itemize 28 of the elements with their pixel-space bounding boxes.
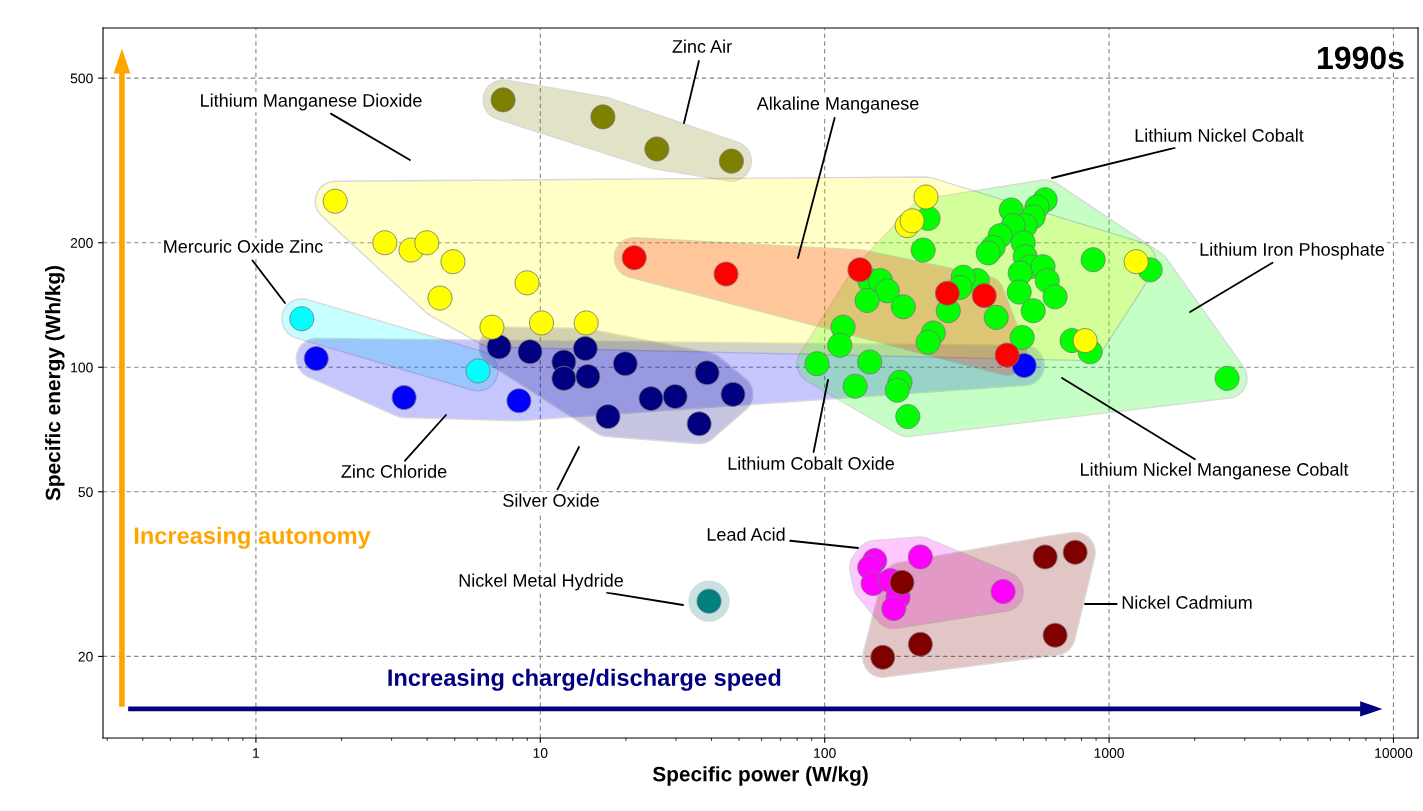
y-tick-label: 20: [78, 651, 93, 662]
x-tick-label: 100: [814, 748, 836, 758]
x-tick-label: 1: [253, 748, 260, 758]
annotation: Increasing autonomy: [134, 526, 371, 549]
annotation: Alkaline Manganese: [756, 96, 919, 114]
annotation: Increasing charge/discharge speed: [388, 668, 781, 691]
y-tick-label: 200: [70, 238, 93, 248]
y-tick-label: 50: [78, 487, 93, 497]
annotation: Zinc Chloride: [341, 464, 447, 478]
annotation: Lithium Iron Phosphate: [1200, 242, 1385, 260]
annotation: Nickel Metal Hydride: [459, 573, 623, 591]
annotation: Lithium Nickel Cobalt: [1135, 128, 1304, 142]
annotation: Silver Oxide: [503, 493, 599, 507]
annotation: Lead Acid: [707, 527, 785, 541]
x-tick-label: 10000: [1375, 748, 1413, 758]
x-tick-label: 10: [533, 748, 548, 758]
annotation: Nickel Cadmium: [1122, 595, 1252, 609]
annotation: 1990s: [1318, 46, 1404, 70]
x-axis-title: Specific power (W/kg): [652, 766, 868, 786]
annotation: Mercuric Oxide Zinc: [164, 239, 323, 253]
annotation: Lithium Cobalt Oxide: [728, 456, 894, 470]
y-axis-title: Specific energy (Wh/kg): [45, 265, 65, 501]
annotation: Zinc Air: [672, 39, 732, 53]
x-tick-label: 1000: [1094, 748, 1124, 758]
y-tick-label: 500: [70, 73, 93, 84]
annotation: Lithium Nickel Manganese Cobalt: [1081, 462, 1349, 480]
y-tick-label: 100: [71, 362, 93, 373]
annotation: Lithium Manganese Dioxide: [201, 93, 422, 111]
